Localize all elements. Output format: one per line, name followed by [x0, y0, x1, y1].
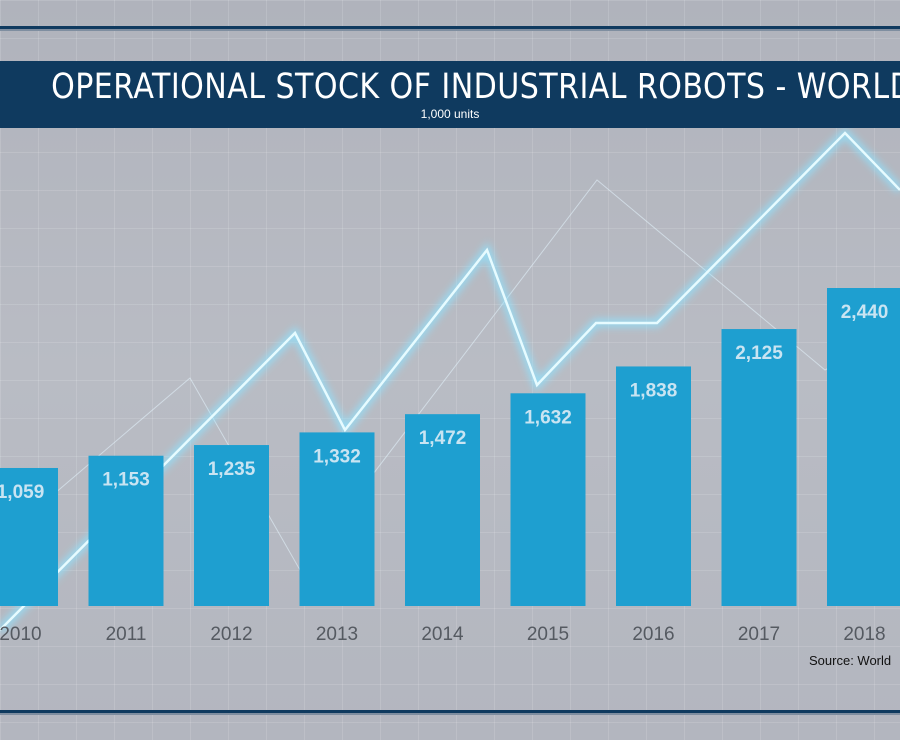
x-tick-label: 2015 [527, 624, 569, 645]
x-tick-label: 2013 [316, 624, 358, 645]
x-tick-label: 2010 [0, 624, 42, 645]
top-rule [0, 26, 900, 31]
chart-subtitle: 1,000 units [420, 107, 480, 121]
title-banner: OPERATIONAL STOCK OF INDUSTRIAL ROBOTS -… [0, 61, 900, 128]
data-label: 2,440 [841, 302, 889, 323]
bar-2014 [405, 414, 480, 606]
data-label: 2,125 [735, 343, 783, 364]
bar-2016 [616, 366, 691, 606]
bottom-rule [0, 710, 900, 715]
x-tick-label: 2017 [738, 624, 780, 645]
x-tick-label: 2016 [632, 624, 674, 645]
data-label: 1,332 [313, 446, 361, 467]
bar-2015 [510, 393, 586, 606]
bar-2017 [721, 329, 797, 606]
data-label: 1,632 [524, 407, 572, 428]
data-label: 1,059 [0, 482, 44, 503]
data-label: 1,235 [208, 459, 256, 480]
x-tick-label: 2012 [210, 624, 252, 645]
x-tick-label: 2018 [843, 624, 885, 645]
x-tick-label: 2014 [421, 624, 464, 645]
chart-title: OPERATIONAL STOCK OF INDUSTRIAL ROBOTS -… [51, 67, 900, 107]
data-label: 1,838 [630, 380, 678, 401]
bar-2010 [0, 467, 58, 606]
bar-2013 [299, 432, 375, 606]
bar-2011 [88, 455, 164, 606]
x-tick-label: 2011 [106, 624, 147, 645]
bar-2012 [194, 445, 269, 606]
source-note: Source: World [809, 653, 892, 668]
bar-2018 [827, 288, 900, 606]
data-label: 1,472 [419, 428, 467, 449]
data-label: 1,153 [102, 470, 150, 491]
